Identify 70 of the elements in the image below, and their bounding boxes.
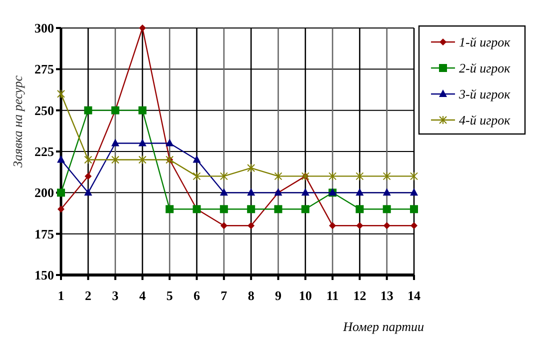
point — [382, 205, 391, 214]
point — [382, 188, 391, 196]
point — [382, 172, 391, 181]
point — [220, 222, 228, 230]
point — [410, 188, 418, 196]
legend-label: 3-й игрок — [458, 86, 512, 102]
x-tick-label: 7 — [220, 288, 228, 303]
y-axis-title: Заявка на ресурс — [10, 75, 25, 168]
x-tick-label: 9 — [274, 288, 282, 303]
x-tick-label: 5 — [166, 288, 174, 303]
point — [57, 155, 65, 163]
point — [274, 172, 282, 181]
y-tick-label: 250 — [34, 102, 54, 118]
point — [138, 106, 146, 114]
point — [328, 172, 337, 181]
point — [356, 172, 364, 181]
point — [220, 188, 228, 196]
point — [84, 188, 92, 196]
x-tick-label: 3 — [112, 288, 120, 303]
point — [301, 188, 310, 196]
point — [138, 24, 146, 32]
point — [247, 188, 256, 196]
point — [84, 155, 92, 164]
y-tick-label: 275 — [34, 62, 54, 77]
point — [192, 172, 201, 181]
point — [111, 155, 120, 164]
x-tick-label: 12 — [353, 288, 366, 303]
point — [248, 222, 255, 230]
y-tick-label: 150 — [34, 268, 54, 283]
point — [356, 188, 364, 196]
point — [57, 89, 65, 98]
y-tick-label: 175 — [34, 226, 54, 242]
x-tick-label: 4 — [139, 288, 146, 303]
x-tick-label: 14 — [408, 288, 421, 303]
x-tick-label: 2 — [84, 288, 92, 303]
point — [84, 106, 92, 114]
legend-label: 4-й игрок — [459, 112, 512, 128]
point — [220, 205, 228, 214]
x-tick-label: 1 — [58, 288, 64, 303]
x-tick-label: 10 — [298, 288, 312, 303]
point — [410, 222, 418, 230]
point — [138, 138, 146, 146]
x-axis-title: Номер партии — [342, 319, 424, 334]
x-tick-label: 11 — [326, 288, 339, 303]
point — [84, 172, 92, 180]
y-tick-label: 225 — [34, 144, 54, 160]
point — [329, 222, 336, 230]
y-tick-label: 300 — [34, 20, 54, 36]
point — [356, 205, 364, 214]
point — [58, 206, 64, 213]
point — [166, 138, 174, 146]
point — [138, 155, 146, 164]
point — [220, 172, 228, 181]
point — [410, 205, 418, 214]
point — [247, 163, 256, 172]
point — [111, 138, 120, 146]
x-tick-label: 6 — [194, 288, 201, 303]
legend-label: 2-й игрок — [459, 60, 512, 76]
x-tick-label: 13 — [380, 288, 394, 303]
point — [247, 205, 256, 214]
legend-label: 1-й игрок — [459, 34, 512, 50]
point — [356, 222, 364, 230]
point — [192, 155, 201, 163]
point — [301, 205, 310, 214]
y-tick-label: 200 — [34, 185, 54, 200]
x-tick-label: 8 — [248, 288, 255, 303]
point — [410, 172, 418, 181]
point — [383, 222, 390, 230]
point — [274, 205, 282, 214]
point — [166, 205, 174, 214]
